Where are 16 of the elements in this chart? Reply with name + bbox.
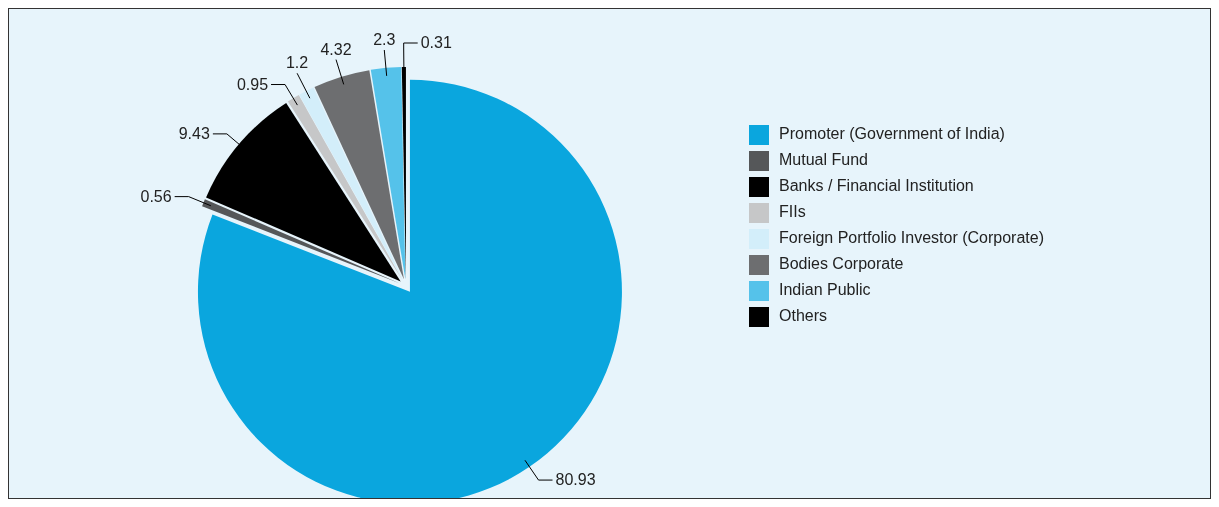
- legend-label: FIIs: [779, 203, 806, 220]
- data-label: 2.3: [373, 31, 396, 48]
- data-label: 4.32: [320, 40, 352, 58]
- data-label: 0.95: [236, 75, 269, 93]
- legend-label: Others: [779, 307, 828, 324]
- legend-label: Promoter (Government of India): [779, 125, 1005, 142]
- legend-label: Mutual Fund: [779, 151, 868, 168]
- legend-label: Foreign Portfolio Investor (Corporate): [779, 229, 1044, 246]
- data-label: 80.93: [555, 471, 596, 489]
- data-label: 1.2: [285, 54, 309, 72]
- data-label: 9.43: [178, 124, 210, 142]
- data-label: 0.31: [420, 34, 452, 52]
- legend-label: Bodies Corporate: [779, 255, 904, 272]
- legend-label: Banks / Financial Institution: [779, 177, 974, 194]
- data-label: 0.56: [140, 187, 172, 205]
- legend-label: Indian Public: [779, 281, 871, 298]
